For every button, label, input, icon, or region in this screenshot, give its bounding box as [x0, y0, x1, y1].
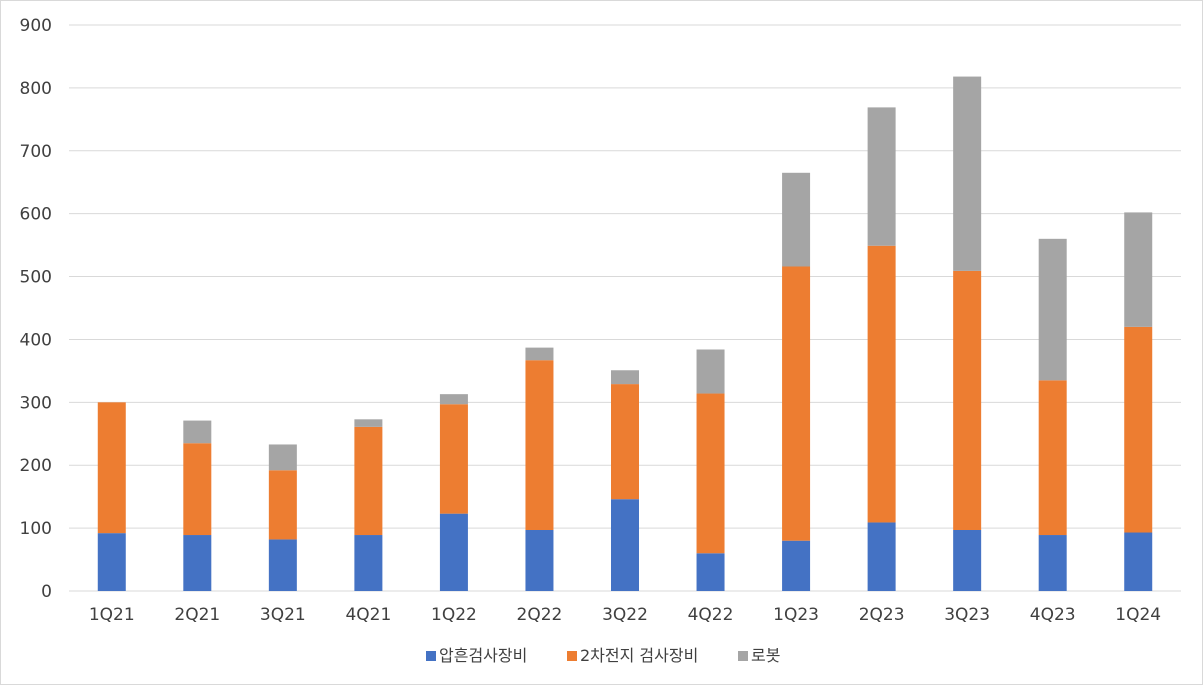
- x-tick-label: 2Q22: [517, 605, 563, 625]
- bar-segment: [953, 76, 982, 271]
- bar-segment: [696, 553, 725, 591]
- y-tick-label: 700: [20, 142, 52, 162]
- x-tick-label: 1Q21: [89, 605, 135, 625]
- y-tick-label: 900: [20, 16, 52, 36]
- legend-label: 로봇: [751, 646, 780, 665]
- legend-label: 압흔검사장비: [439, 646, 527, 665]
- x-tick-label: 4Q22: [688, 605, 734, 625]
- bar-segment: [439, 513, 468, 591]
- bar-segment: [1038, 238, 1067, 381]
- legend-swatch: [426, 651, 436, 661]
- bar-segment: [439, 404, 468, 514]
- bar-segment: [611, 499, 639, 591]
- bar-segment: [867, 522, 896, 591]
- bar-segment: [439, 394, 468, 405]
- bar-segment: [354, 426, 383, 536]
- bar-segment: [268, 470, 297, 540]
- bar-segment: [696, 349, 725, 394]
- y-tick-label: 100: [20, 519, 52, 539]
- bar-segment: [1124, 532, 1153, 591]
- bar-segment: [354, 535, 383, 591]
- bar-segment: [611, 384, 639, 500]
- bars: [97, 76, 1153, 591]
- bar-segment: [1124, 212, 1153, 327]
- bar-segment: [953, 529, 982, 591]
- bar-segment: [525, 347, 554, 361]
- legend-swatch: [738, 651, 748, 661]
- x-tick-label: 3Q22: [602, 605, 648, 625]
- x-tick-label: 3Q21: [260, 605, 306, 625]
- x-axis-ticks: 1Q21 2Q21 3Q21 4Q21 1Q22 2Q22 3Q22 4Q22 1Q23 2Q23…: [89, 605, 1161, 625]
- bar-segment: [183, 420, 212, 444]
- x-tick-label: 4Q21: [345, 605, 391, 625]
- legend-label: 2차전지 검사장비: [580, 646, 698, 665]
- bar-segment: [782, 540, 811, 591]
- bar-segment: [268, 539, 297, 591]
- y-tick-label: 400: [20, 330, 52, 350]
- y-tick-label: 200: [20, 456, 52, 476]
- y-tick-label: 300: [20, 393, 52, 413]
- bar-segment: [782, 172, 811, 267]
- bar-segment: [782, 266, 811, 541]
- y-tick-label: 800: [20, 79, 52, 99]
- x-tick-label: 1Q23: [773, 605, 819, 625]
- y-tick-label: 500: [20, 268, 52, 288]
- bar-segment: [268, 444, 297, 471]
- bar-segment: [183, 443, 212, 536]
- bar-segment: [1038, 535, 1067, 591]
- bar-segment: [867, 107, 896, 246]
- bar-segment: [525, 360, 554, 530]
- bar-segment: [97, 533, 126, 591]
- bar-segment: [97, 402, 126, 534]
- y-axis-ticks: 0 100 200 300 400 500 600 700 800 900: [20, 16, 52, 602]
- x-tick-label: 3Q23: [944, 605, 990, 625]
- bar-segment: [1038, 380, 1067, 536]
- y-tick-label: 0: [41, 582, 52, 602]
- bar-segment: [867, 245, 896, 523]
- bar-segment: [611, 370, 639, 385]
- bar-segment: [183, 535, 212, 591]
- gridlines: [69, 24, 1181, 592]
- x-tick-label: 2Q21: [174, 605, 220, 625]
- bar-segment: [953, 270, 982, 530]
- x-tick-label: 2Q23: [859, 605, 905, 625]
- bar-segment: [1124, 326, 1153, 533]
- x-tick-label: 1Q24: [1115, 605, 1161, 625]
- legend: 압흔검사장비 2차전지 검사장비 로봇: [426, 646, 780, 665]
- legend-swatch: [567, 651, 577, 661]
- x-tick-label: 4Q23: [1030, 605, 1076, 625]
- y-tick-label: 600: [20, 205, 52, 225]
- bar-segment: [354, 419, 383, 427]
- bar-segment: [696, 393, 725, 554]
- x-tick-label: 1Q22: [431, 605, 477, 625]
- bar-segment: [525, 529, 554, 591]
